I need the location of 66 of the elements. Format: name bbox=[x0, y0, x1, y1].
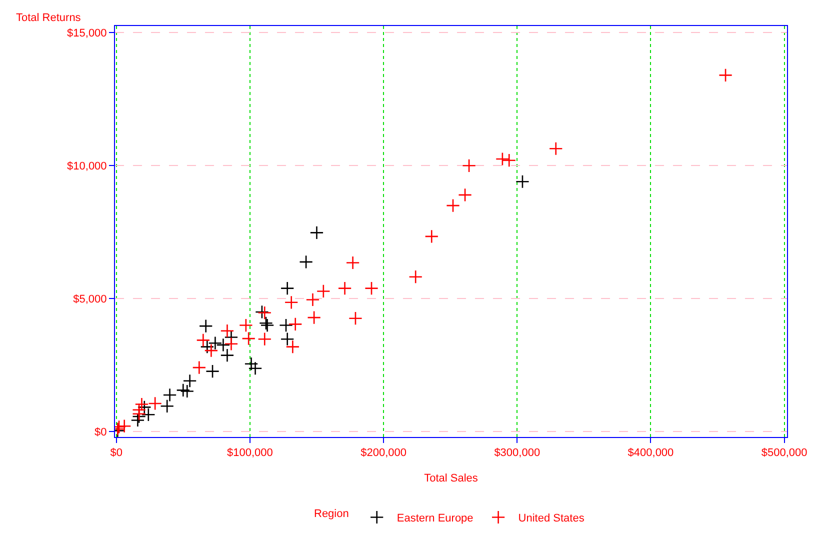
y-tick-label: $15,000 bbox=[67, 28, 107, 40]
point bbox=[132, 402, 146, 417]
point bbox=[288, 317, 302, 332]
point bbox=[220, 324, 234, 338]
point bbox=[180, 384, 194, 398]
point bbox=[280, 281, 294, 296]
point bbox=[502, 153, 516, 168]
point bbox=[516, 174, 530, 189]
point bbox=[224, 336, 238, 351]
point bbox=[130, 413, 145, 428]
point bbox=[306, 292, 320, 307]
point bbox=[364, 281, 378, 296]
x-tick-label: $0 bbox=[110, 447, 122, 460]
point bbox=[718, 68, 732, 82]
legend-title: Region bbox=[314, 508, 349, 520]
x-tick-label: $100,000 bbox=[226, 447, 273, 460]
point bbox=[176, 383, 190, 398]
point bbox=[208, 336, 222, 350]
x-tick-label: $500,000 bbox=[761, 447, 808, 460]
point bbox=[299, 255, 313, 269]
point bbox=[216, 338, 230, 352]
point bbox=[338, 281, 352, 296]
x-tick-label: $300,000 bbox=[494, 447, 540, 460]
point bbox=[258, 332, 272, 346]
x-tick-label: $400,000 bbox=[628, 447, 674, 460]
point bbox=[310, 226, 324, 240]
point bbox=[160, 399, 174, 414]
point bbox=[206, 364, 220, 378]
point bbox=[220, 348, 234, 362]
point bbox=[280, 332, 294, 346]
point bbox=[346, 256, 360, 270]
y-tick-label: $0 bbox=[94, 426, 107, 439]
point bbox=[495, 152, 510, 166]
y-tick-label: $10,000 bbox=[67, 160, 107, 173]
point bbox=[284, 295, 298, 310]
x-tick-label: $200,000 bbox=[360, 447, 406, 460]
y-tick-label: $5,000 bbox=[73, 294, 107, 306]
point bbox=[446, 198, 460, 213]
y-axis-title: Total Returns bbox=[16, 12, 82, 24]
point bbox=[458, 188, 472, 202]
point bbox=[424, 229, 439, 244]
legend-label: United States bbox=[518, 512, 585, 525]
legend-label: Eastern Europe bbox=[396, 512, 474, 525]
point bbox=[162, 388, 177, 402]
point bbox=[286, 340, 300, 354]
point bbox=[408, 270, 423, 284]
point bbox=[148, 396, 162, 410]
point bbox=[117, 419, 132, 434]
point bbox=[198, 319, 213, 334]
point bbox=[307, 310, 322, 325]
point bbox=[182, 374, 197, 388]
point bbox=[348, 311, 362, 326]
point bbox=[462, 158, 476, 173]
x-axis-title: Total Sales bbox=[424, 472, 478, 484]
point bbox=[196, 333, 210, 348]
point bbox=[242, 332, 256, 346]
point bbox=[192, 360, 206, 375]
point bbox=[279, 318, 293, 332]
point bbox=[238, 318, 253, 332]
point bbox=[200, 340, 214, 354]
point bbox=[255, 305, 269, 319]
point bbox=[548, 142, 563, 156]
point bbox=[316, 284, 330, 298]
point bbox=[134, 397, 149, 412]
point bbox=[204, 344, 218, 358]
point bbox=[258, 306, 272, 320]
